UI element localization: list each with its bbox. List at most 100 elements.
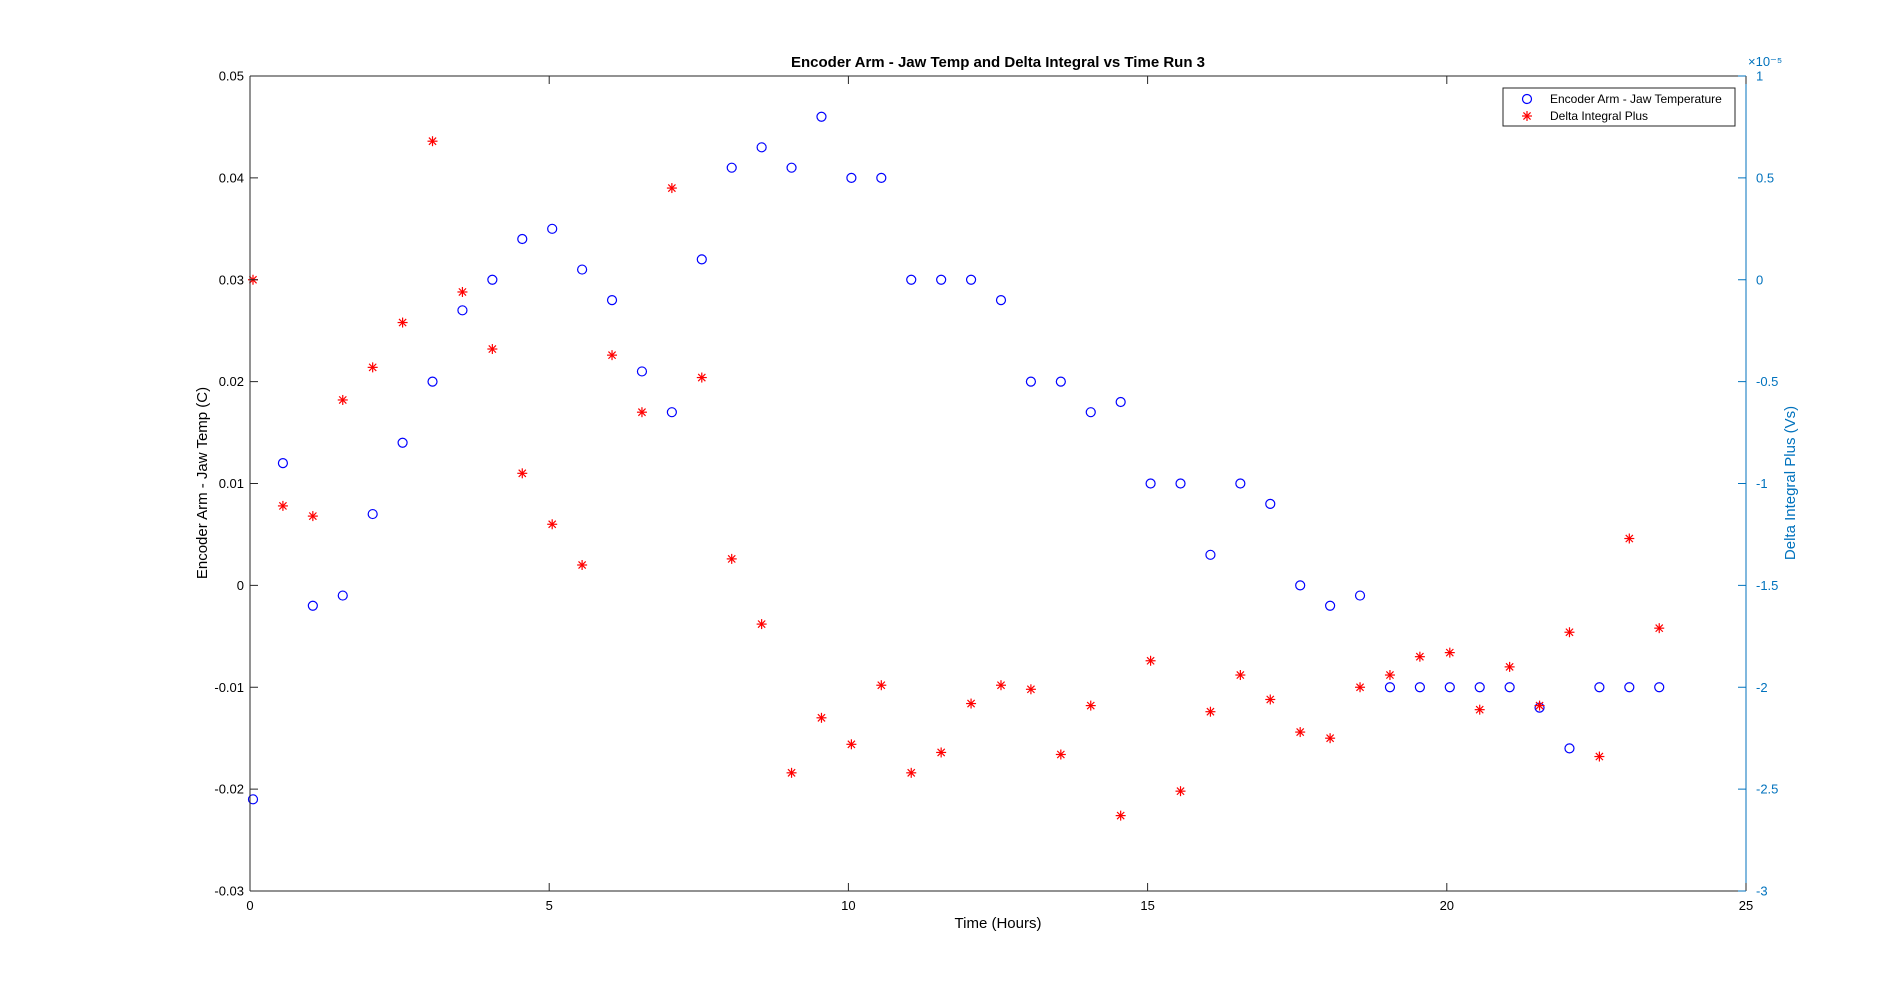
right-y-tick-label: 0.5	[1756, 170, 1774, 185]
temperature-point	[1085, 407, 1096, 418]
temperature-point	[1564, 743, 1575, 754]
delta-integral-point	[367, 362, 378, 373]
delta-integral-point	[726, 553, 737, 564]
delta-integral-point	[1624, 533, 1635, 544]
right-y-tick-label: 0	[1756, 272, 1763, 287]
asterisk-stroke	[1655, 624, 1664, 633]
delta-integral-point	[1474, 704, 1485, 715]
right-y-tick-label: -3	[1756, 884, 1768, 899]
temperature-point	[1594, 682, 1605, 693]
asterisk-stroke	[1522, 111, 1532, 121]
asterisk-stroke	[1116, 811, 1125, 820]
asterisk-stroke	[338, 395, 347, 404]
delta-integral-point	[547, 519, 558, 530]
delta-integral-point	[1265, 694, 1276, 705]
asterisk-stroke	[458, 287, 467, 296]
legend-box	[1502, 87, 1736, 127]
x-tick-label: 10	[841, 898, 855, 913]
legend: Encoder Arm - Jaw Temperature Delta Inte…	[1502, 87, 1736, 127]
asterisk-stroke	[1266, 695, 1275, 704]
asterisk-stroke	[1505, 662, 1514, 671]
delta-integral-point	[1534, 700, 1545, 711]
right-y-axis-label: Delta Integral Plus (Vs)	[1782, 406, 1799, 560]
temperature-point	[1145, 478, 1156, 489]
delta-integral-point	[1175, 786, 1186, 797]
temperature-point	[965, 274, 977, 285]
asterisk-stroke	[907, 768, 916, 777]
plot-area	[250, 76, 1746, 891]
x-tick-label: 5	[546, 898, 553, 913]
delta-integral-point	[1654, 623, 1665, 634]
delta-integral-point	[457, 286, 468, 297]
delta-integral-point	[487, 344, 498, 355]
asterisk-stroke	[308, 512, 317, 521]
temperature-point	[307, 600, 318, 611]
temperature-point	[696, 254, 707, 265]
delta-integral-point	[666, 183, 677, 194]
temperature-point	[636, 366, 648, 377]
delta-integral-point	[786, 767, 797, 778]
delta-integral-point	[696, 372, 707, 383]
delta-integral-point	[1205, 706, 1216, 717]
asterisk-stroke	[637, 408, 646, 417]
delta-integral-point	[1594, 751, 1605, 762]
delta-integral-point	[277, 500, 288, 511]
delta-integral-point	[1504, 661, 1515, 672]
legend-asterisk-marker-icon	[1522, 111, 1532, 121]
delta-integral-point	[816, 712, 827, 723]
asterisk-stroke	[817, 713, 826, 722]
left-y-tick-label: 0.02	[219, 374, 244, 389]
delta-integral-point	[995, 680, 1006, 691]
right-axis-exponent: ×10⁻⁵	[1748, 54, 1782, 69]
right-y-tick-label: -2	[1756, 680, 1768, 695]
temperature-point	[936, 274, 947, 285]
asterisk-stroke	[1356, 683, 1365, 692]
temperature-point	[1295, 580, 1306, 591]
left-y-axis-label: Encoder Arm - Jaw Temp (C)	[194, 387, 211, 579]
asterisk-stroke	[1415, 652, 1424, 661]
x-tick-label: 15	[1140, 898, 1154, 913]
asterisk-stroke	[1146, 656, 1155, 665]
temperature-point	[1115, 396, 1126, 408]
legend-entry-temperature: Encoder Arm - Jaw Temperature	[1550, 92, 1722, 106]
asterisk-stroke	[548, 520, 557, 529]
temperature-point	[1384, 682, 1396, 693]
axes	[249, 75, 1747, 892]
asterisk-stroke	[1625, 534, 1634, 543]
asterisk-stroke	[757, 620, 766, 629]
delta-integral-point	[906, 767, 917, 778]
asterisk-stroke	[1206, 707, 1215, 716]
temperature-point	[1624, 682, 1635, 693]
delta-integral-point	[1414, 651, 1425, 662]
legend-asterisk-symbol	[1522, 111, 1532, 121]
temperature-point	[577, 264, 588, 275]
temperature-point	[666, 407, 677, 418]
delta-integral-point	[1055, 749, 1066, 760]
delta-integral-point	[397, 317, 408, 328]
temperature-point	[786, 162, 797, 173]
legend-entry-delta-integral: Delta Integral Plus	[1550, 109, 1648, 123]
left-y-axis-ticks: -0.03 -0.02 -0.01 0 0.01 0.02 0.03 0.04 0.05	[214, 69, 258, 899]
temperature-point	[1025, 376, 1037, 387]
temperature-point	[995, 295, 1007, 306]
asterisk-stroke	[1475, 705, 1484, 714]
temperature-point	[397, 437, 408, 448]
asterisk-stroke	[847, 740, 856, 749]
right-series-markers	[247, 136, 1665, 821]
right-y-tick-label: -1.5	[1756, 578, 1778, 593]
temperature-point	[277, 458, 289, 469]
asterisk-stroke	[1056, 750, 1065, 759]
asterisk-stroke	[578, 560, 587, 570]
right-y-tick-label: 1	[1756, 69, 1763, 84]
delta-integral-point	[636, 407, 647, 418]
delta-integral-point	[607, 350, 618, 361]
temperature-point	[1265, 498, 1276, 509]
delta-integral-point	[1355, 682, 1366, 693]
delta-integral-point	[936, 747, 947, 758]
temperature-point	[1414, 682, 1425, 693]
temperature-point	[846, 172, 857, 183]
asterisk-stroke	[1445, 648, 1454, 657]
delta-integral-point	[517, 468, 528, 479]
temperature-point	[816, 111, 827, 122]
